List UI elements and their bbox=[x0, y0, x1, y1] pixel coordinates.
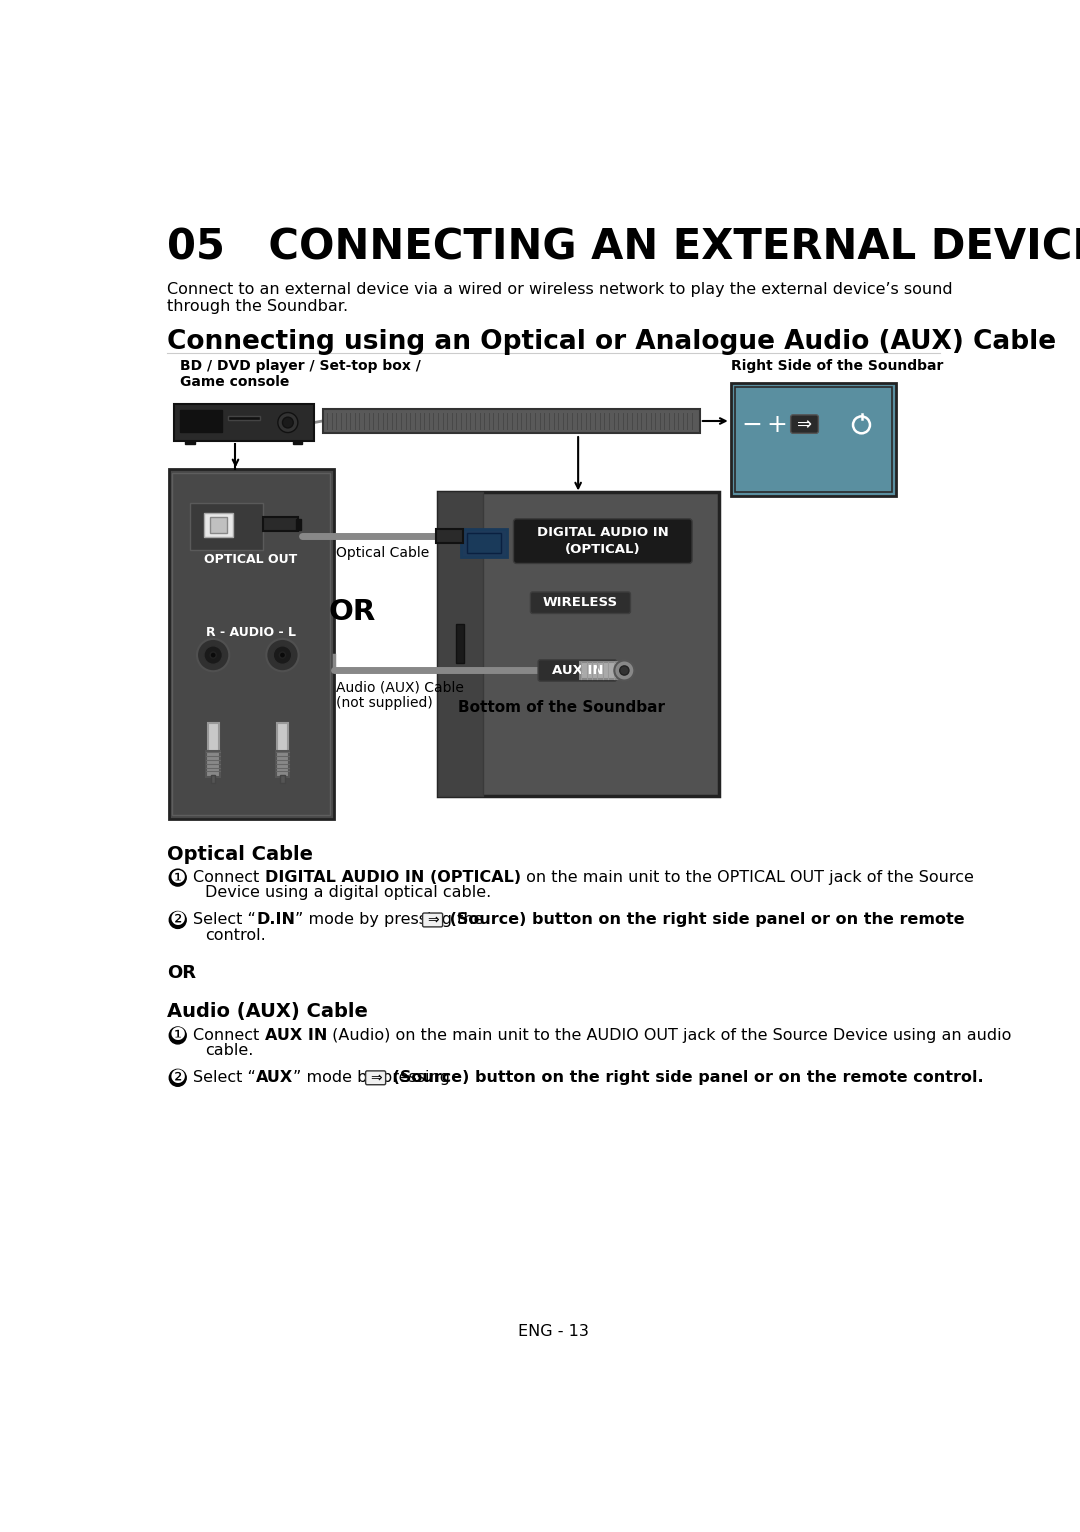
Circle shape bbox=[267, 639, 299, 671]
Text: through the Soundbar.: through the Soundbar. bbox=[167, 299, 348, 314]
Bar bbox=[190, 504, 264, 550]
Circle shape bbox=[273, 647, 292, 665]
Text: OR: OR bbox=[167, 964, 195, 982]
Text: cable.: cable. bbox=[205, 1043, 253, 1059]
Text: ENG - 13: ENG - 13 bbox=[518, 1324, 589, 1339]
Bar bbox=[461, 529, 508, 556]
Text: OPTICAL OUT: OPTICAL OUT bbox=[204, 553, 297, 567]
Text: BD / DVD player / Set-top box /: BD / DVD player / Set-top box / bbox=[180, 360, 421, 374]
FancyBboxPatch shape bbox=[530, 591, 631, 613]
Text: Game console: Game console bbox=[180, 375, 289, 389]
Text: Bottom of the Soundbar: Bottom of the Soundbar bbox=[458, 700, 664, 715]
Bar bbox=[730, 383, 896, 496]
Bar bbox=[580, 662, 619, 679]
Text: D.IN: D.IN bbox=[256, 912, 295, 927]
Bar bbox=[174, 404, 314, 441]
Text: AUX IN: AUX IN bbox=[552, 663, 603, 677]
Text: Select “: Select “ bbox=[193, 1071, 256, 1085]
Circle shape bbox=[283, 417, 294, 427]
Bar bbox=[275, 751, 289, 777]
Text: ❶: ❶ bbox=[170, 1026, 186, 1045]
Text: ” mode by pressing the: ” mode by pressing the bbox=[295, 912, 488, 927]
Bar bbox=[438, 492, 719, 797]
Text: ❶: ❶ bbox=[170, 869, 186, 887]
Bar bbox=[173, 472, 330, 815]
Text: Right Side of the Soundbar: Right Side of the Soundbar bbox=[730, 360, 943, 374]
Text: Connect to an external device via a wired or wireless network to play the extern: Connect to an external device via a wire… bbox=[167, 282, 953, 297]
Circle shape bbox=[280, 653, 285, 659]
Text: Select “: Select “ bbox=[193, 912, 256, 927]
Text: 05   CONNECTING AN EXTERNAL DEVICE: 05 CONNECTING AN EXTERNAL DEVICE bbox=[167, 227, 1080, 268]
Bar bbox=[468, 533, 501, 553]
Bar bbox=[296, 519, 301, 530]
Circle shape bbox=[170, 912, 186, 928]
Text: ⇒: ⇒ bbox=[797, 415, 812, 434]
Bar bbox=[278, 723, 288, 752]
Text: −: − bbox=[742, 412, 762, 437]
Circle shape bbox=[278, 412, 298, 432]
Bar bbox=[207, 723, 218, 752]
Text: on the main unit to the OPTICAL OUT jack of the Source: on the main unit to the OPTICAL OUT jack… bbox=[521, 870, 973, 885]
Text: ” mode by pressing: ” mode by pressing bbox=[294, 1071, 456, 1085]
Bar bbox=[438, 492, 483, 797]
Text: Optical Cable: Optical Cable bbox=[336, 545, 430, 559]
Bar bbox=[180, 411, 222, 432]
Circle shape bbox=[170, 1069, 186, 1086]
Bar bbox=[457, 624, 464, 663]
FancyBboxPatch shape bbox=[538, 660, 617, 682]
Circle shape bbox=[197, 639, 229, 671]
Text: Connecting using an Optical or Analogue Audio (AUX) Cable: Connecting using an Optical or Analogue … bbox=[167, 328, 1056, 354]
Text: R - AUDIO - L: R - AUDIO - L bbox=[206, 625, 296, 639]
Bar bbox=[264, 518, 298, 532]
Text: (Audio) on the main unit to the AUDIO OUT jack of the Source Device using an aud: (Audio) on the main unit to the AUDIO OU… bbox=[327, 1028, 1011, 1043]
Text: control.: control. bbox=[205, 928, 266, 942]
Bar bbox=[186, 441, 194, 444]
Bar bbox=[735, 388, 891, 492]
Circle shape bbox=[615, 660, 634, 680]
Text: Optical Cable: Optical Cable bbox=[167, 844, 313, 864]
Bar bbox=[228, 417, 260, 420]
Text: AUX IN: AUX IN bbox=[265, 1028, 327, 1043]
FancyBboxPatch shape bbox=[791, 415, 819, 434]
Bar bbox=[211, 518, 227, 533]
Circle shape bbox=[204, 647, 222, 665]
Circle shape bbox=[170, 869, 186, 885]
Text: WIRELESS: WIRELESS bbox=[543, 596, 618, 610]
Bar bbox=[211, 775, 216, 783]
FancyBboxPatch shape bbox=[513, 519, 692, 564]
Bar bbox=[168, 469, 334, 820]
Text: Connect: Connect bbox=[193, 1028, 265, 1043]
Bar bbox=[206, 751, 220, 777]
Text: Connect: Connect bbox=[193, 870, 265, 885]
Text: (Source) button on the right side panel or on the remote: (Source) button on the right side panel … bbox=[444, 912, 964, 927]
Text: DIGITAL AUDIO IN
(OPTICAL): DIGITAL AUDIO IN (OPTICAL) bbox=[537, 525, 669, 556]
FancyBboxPatch shape bbox=[366, 1071, 386, 1085]
Bar bbox=[204, 513, 233, 538]
Text: +: + bbox=[767, 412, 787, 437]
Text: ❷: ❷ bbox=[170, 1069, 186, 1086]
Text: ⇒: ⇒ bbox=[369, 1071, 381, 1085]
Circle shape bbox=[620, 666, 629, 676]
Text: AUX: AUX bbox=[256, 1071, 294, 1085]
FancyBboxPatch shape bbox=[422, 913, 443, 927]
Text: (Source) button on the right side panel or on the remote control.: (Source) button on the right side panel … bbox=[387, 1071, 984, 1085]
Bar bbox=[436, 529, 462, 542]
Bar bbox=[323, 409, 700, 432]
Text: ⇒: ⇒ bbox=[427, 913, 438, 927]
Bar bbox=[280, 775, 285, 783]
Bar bbox=[294, 441, 302, 444]
Text: DIGITAL AUDIO IN (OPTICAL): DIGITAL AUDIO IN (OPTICAL) bbox=[265, 870, 521, 885]
Text: Audio (AUX) Cable: Audio (AUX) Cable bbox=[167, 1002, 368, 1022]
Text: Audio (AUX) Cable: Audio (AUX) Cable bbox=[336, 680, 464, 694]
Text: Device using a digital optical cable.: Device using a digital optical cable. bbox=[205, 885, 491, 901]
Text: (not supplied): (not supplied) bbox=[336, 696, 433, 709]
Circle shape bbox=[170, 1026, 186, 1043]
Circle shape bbox=[211, 653, 216, 659]
Text: OR: OR bbox=[328, 597, 376, 627]
Text: ❷: ❷ bbox=[170, 912, 186, 928]
